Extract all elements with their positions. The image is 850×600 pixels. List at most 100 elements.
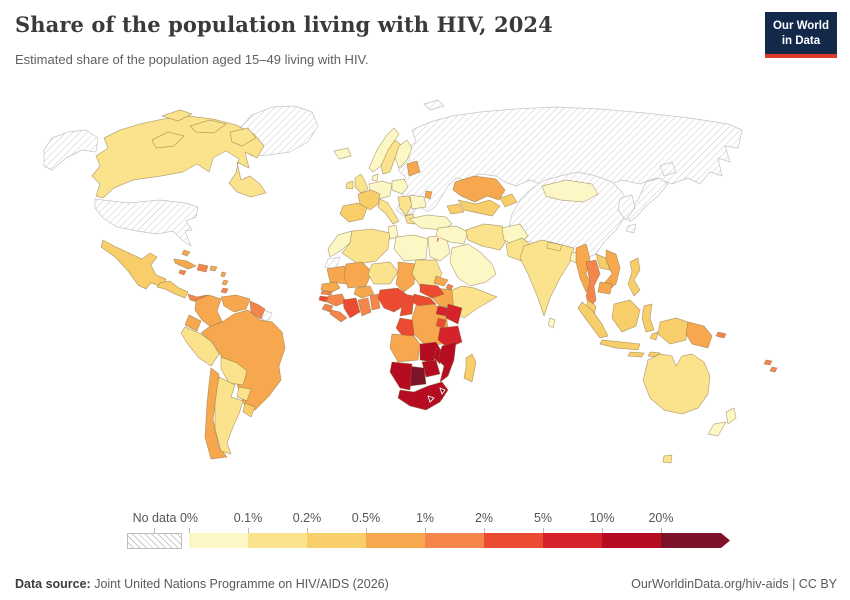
country-arabian-peninsula[interactable]	[449, 243, 497, 287]
legend-swatch[interactable]	[602, 533, 661, 548]
country-ireland[interactable]	[345, 180, 354, 190]
country-ecuador[interactable]	[184, 314, 202, 332]
country-lesser-antilles[interactable]	[221, 279, 229, 286]
country-rwanda-burundi[interactable]	[435, 317, 447, 329]
country-united-kingdom[interactable]	[354, 173, 369, 194]
country-denmark[interactable]	[371, 173, 379, 182]
country-burkina-faso[interactable]	[353, 285, 375, 299]
legend-swatch[interactable]	[661, 533, 730, 548]
country-japan[interactable]	[625, 223, 637, 234]
country-levant-iraq[interactable]	[435, 225, 469, 245]
country-eritrea[interactable]	[433, 275, 449, 287]
country-ghana[interactable]	[357, 297, 372, 317]
country-caucasus[interactable]	[446, 203, 465, 215]
country-indonesia-sumatra[interactable]	[577, 301, 609, 339]
country-japan[interactable]	[659, 161, 677, 177]
country-kenya[interactable]	[445, 303, 463, 325]
country-indonesia-sulawesi[interactable]	[641, 303, 655, 333]
country-sri-lanka[interactable]	[547, 317, 556, 329]
country-italy[interactable]	[377, 198, 400, 225]
country-philippines[interactable]	[627, 257, 641, 297]
country-korea[interactable]	[617, 194, 636, 221]
country-norway[interactable]	[368, 127, 400, 173]
legend-swatch[interactable]	[543, 533, 602, 548]
country-israel[interactable]	[435, 236, 441, 244]
country-lesser-sunda[interactable]	[627, 351, 645, 358]
legend-swatch[interactable]	[189, 533, 248, 548]
country-colombia[interactable]	[194, 294, 223, 329]
country-india[interactable]	[519, 239, 575, 317]
country-moluccas[interactable]	[649, 331, 659, 341]
legend-swatch[interactable]	[366, 533, 425, 548]
country-sierra-leone[interactable]	[321, 303, 334, 313]
country-russia[interactable]	[395, 106, 743, 217]
country-finland[interactable]	[394, 139, 413, 169]
country-papua-new-guinea[interactable]	[685, 321, 713, 349]
legend-swatch[interactable]	[425, 533, 484, 548]
country-new-zealand[interactable]	[725, 407, 737, 425]
country-canada-arctic[interactable]	[229, 127, 257, 147]
country-fiji[interactable]	[769, 366, 778, 373]
country-canada-arctic[interactable]	[189, 119, 227, 134]
country-svalbard[interactable]	[423, 99, 445, 111]
country-lesotho[interactable]	[427, 395, 435, 403]
country-south-africa[interactable]	[397, 381, 449, 411]
country-guinea-bissau[interactable]	[318, 295, 329, 303]
country-bolivia[interactable]	[220, 356, 248, 386]
country-uzbekistan-turkmenistan[interactable]	[457, 199, 501, 217]
country-paraguay[interactable]	[236, 386, 252, 402]
country-kyrgyzstan-tajikistan[interactable]	[499, 193, 518, 208]
country-south-sudan[interactable]	[419, 283, 445, 299]
country-lesser-antilles[interactable]	[220, 271, 227, 278]
country-namibia[interactable]	[389, 361, 413, 391]
country-indonesia-borneo[interactable]	[611, 299, 641, 333]
country-baltic-states[interactable]	[406, 160, 421, 177]
country-romania-bulgaria[interactable]	[409, 194, 427, 210]
country-algeria[interactable]	[341, 228, 391, 265]
country-cambodia[interactable]	[597, 281, 613, 295]
country-canada-arctic[interactable]	[151, 131, 185, 149]
country-cuba[interactable]	[173, 258, 197, 270]
country-new-zealand[interactable]	[707, 421, 727, 437]
country-nepal[interactable]	[546, 241, 563, 252]
country-haiti-dominican-republic[interactable]	[196, 263, 209, 273]
country-turkey[interactable]	[408, 214, 453, 231]
country-argentina[interactable]	[214, 376, 244, 455]
country-libya[interactable]	[393, 234, 429, 262]
country-iran[interactable]	[465, 223, 509, 251]
country-spain-portugal[interactable]	[339, 202, 368, 223]
country-niger[interactable]	[367, 261, 399, 285]
country-usa[interactable]	[94, 198, 199, 247]
country-balkans[interactable]	[397, 195, 413, 217]
country-angola[interactable]	[389, 333, 421, 363]
country-mexico[interactable]	[100, 239, 167, 290]
country-canada[interactable]	[91, 115, 267, 199]
country-eswatini[interactable]	[439, 387, 446, 395]
country-venezuela[interactable]	[220, 294, 251, 313]
country-puerto-rico[interactable]	[209, 265, 218, 272]
country-cameroon[interactable]	[399, 293, 415, 317]
country-cote-divoire[interactable]	[342, 297, 361, 319]
country-canada-arctic[interactable]	[161, 109, 193, 122]
country-kazakhstan[interactable]	[452, 175, 506, 203]
country-thailand[interactable]	[585, 259, 601, 309]
owid-logo[interactable]: Our World in Data	[764, 12, 837, 58]
country-fiji[interactable]	[763, 359, 773, 366]
country-australia[interactable]	[642, 353, 711, 415]
country-uruguay[interactable]	[242, 402, 256, 418]
country-mongolia[interactable]	[541, 179, 599, 203]
country-mozambique[interactable]	[437, 341, 457, 383]
country-solomon-islands[interactable]	[715, 331, 727, 339]
country-gambia[interactable]	[320, 290, 333, 296]
country-mali[interactable]	[343, 261, 373, 289]
country-indonesia-java[interactable]	[599, 339, 641, 351]
legend-swatch[interactable]	[484, 533, 543, 548]
country-tasmania[interactable]	[662, 454, 673, 464]
country-senegal[interactable]	[320, 281, 341, 293]
country-madagascar[interactable]	[463, 353, 477, 383]
legend-swatch[interactable]	[248, 533, 307, 548]
country-poland[interactable]	[391, 178, 409, 195]
country-liberia[interactable]	[329, 309, 348, 323]
country-central-america[interactable]	[156, 280, 189, 299]
footer-link[interactable]: OurWorldinData.org/hiv-aids | CC BY	[631, 577, 837, 591]
